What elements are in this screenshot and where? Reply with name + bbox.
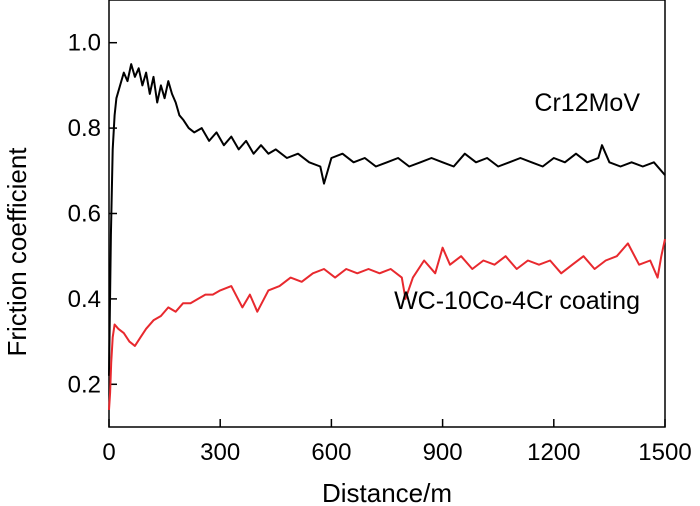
x-axis: 0 300 600 900 1200 1500 (102, 419, 692, 466)
series-line-wc-coating (108, 238, 666, 410)
y-axis-title: Friction coefficient (2, 147, 32, 357)
y-tick-label: 0.8 (68, 115, 101, 142)
y-tick-label: 0.6 (68, 201, 101, 228)
x-axis-title: Distance/m (322, 478, 452, 506)
y-axis: 0.2 0.4 0.6 0.8 1.0 (68, 30, 117, 398)
series-label-wc-coating: WC-10Co-4Cr coating (394, 287, 640, 315)
y-tick-label: 0.2 (68, 371, 101, 398)
y-tick-label: 1.0 (68, 30, 101, 57)
series-label-cr12mov: Cr12MoV (534, 89, 640, 117)
x-tick-label: 0 (102, 439, 115, 466)
x-tick-label: 1200 (527, 439, 580, 466)
series-line-cr12mov (108, 63, 666, 376)
plot-frame (108, 0, 666, 428)
series-lines (108, 63, 666, 410)
x-tick-label: 900 (423, 439, 463, 466)
x-tick-label: 300 (200, 439, 240, 466)
y-tick-label: 0.4 (68, 286, 101, 313)
x-tick-label: 1500 (638, 439, 691, 466)
x-tick-label: 600 (311, 439, 351, 466)
